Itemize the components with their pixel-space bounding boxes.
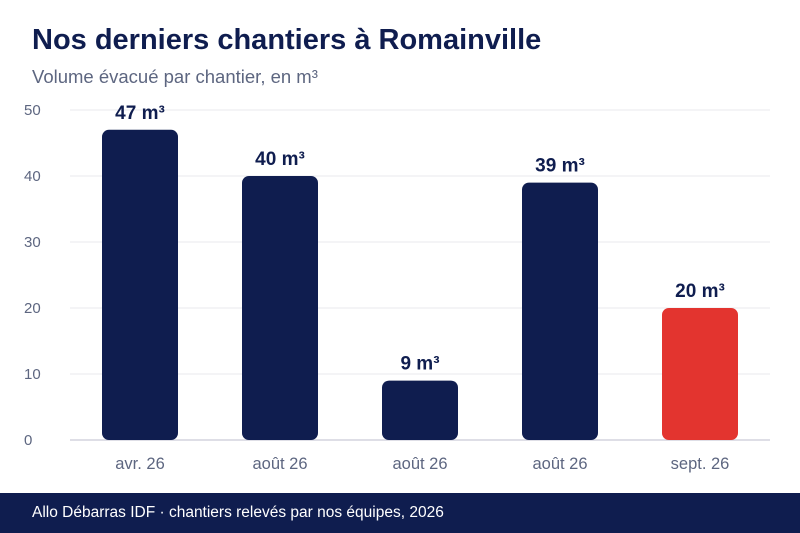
footer-bar: Allo Débarras IDF · chantiers relevés pa…	[0, 493, 800, 533]
y-tick-label: 10	[24, 366, 41, 383]
bar-5	[662, 308, 738, 440]
x-tick-label: août 26	[392, 455, 447, 473]
y-tick-label: 30	[24, 234, 41, 251]
y-tick-label: 40	[24, 168, 41, 185]
data-label: 20 m³	[675, 281, 725, 302]
bar-chart: 0 10 20 30 40 50 47 m³ 40 m³ 9 m³ 39 m³ 20 m³ avr…	[24, 102, 770, 473]
x-axis-ticks: avr. 26 août 26 août 26 août 26 sept. 26	[115, 455, 729, 473]
data-label: 9 m³	[400, 354, 439, 375]
y-tick-label: 50	[24, 102, 41, 119]
y-tick-label: 0	[24, 432, 32, 449]
bars	[102, 129, 738, 441]
source-note: Allo Débarras IDF · chantiers relevés pa…	[32, 504, 444, 521]
x-tick-label: août 26	[252, 455, 307, 473]
x-tick-label: août 26	[532, 455, 587, 473]
chart-title: Nos derniers chantiers à Romainville	[32, 24, 542, 56]
data-label: 40 m³	[255, 149, 305, 170]
bar-2	[242, 176, 318, 440]
data-label: 39 m³	[535, 156, 585, 177]
bar-1	[102, 129, 178, 441]
bar-3	[382, 380, 458, 440]
y-tick-label: 20	[24, 300, 41, 317]
data-label: 47 m³	[115, 103, 165, 124]
x-tick-label: avr. 26	[115, 455, 165, 473]
x-tick-label: sept. 26	[671, 455, 730, 473]
chart-subtitle: Volume évacué par chantier, en m³	[32, 66, 318, 87]
data-labels: 47 m³ 40 m³ 9 m³ 39 m³ 20 m³	[115, 103, 725, 375]
y-axis-ticks: 0 10 20 30 40 50	[24, 102, 41, 449]
bar-4	[522, 182, 598, 440]
